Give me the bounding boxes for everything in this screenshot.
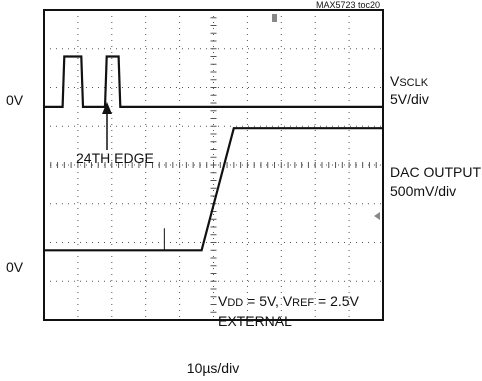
channel1-trace bbox=[44, 55, 383, 109]
plot-frame bbox=[43, 9, 384, 321]
channel1-ground-label: 0V bbox=[6, 92, 24, 108]
traces bbox=[44, 55, 383, 252]
chart-header: MAX5723 toc20 bbox=[316, 0, 380, 10]
channel1-name: VSCLK bbox=[390, 73, 429, 89]
conditions-line2: EXTERNAL bbox=[218, 313, 292, 329]
channel2-trace bbox=[44, 127, 383, 252]
trigger-marker bbox=[272, 14, 277, 22]
channel2-ground-label: 0V bbox=[6, 259, 24, 275]
graticule bbox=[43, 9, 384, 321]
level-marker bbox=[374, 212, 380, 220]
channel2-scale: 500mV/div bbox=[390, 183, 456, 199]
conditions-line1: VDD = 5V, VREF = 2.5V bbox=[218, 293, 360, 309]
channel2-name: DAC OUTPUT bbox=[390, 164, 481, 180]
x-axis-scale: 10µs/div bbox=[187, 360, 239, 376]
annotation-arrowhead bbox=[102, 102, 112, 114]
annotation-24th-edge: 24TH EDGE bbox=[76, 150, 154, 166]
channel1-scale: 5V/div bbox=[390, 91, 429, 107]
